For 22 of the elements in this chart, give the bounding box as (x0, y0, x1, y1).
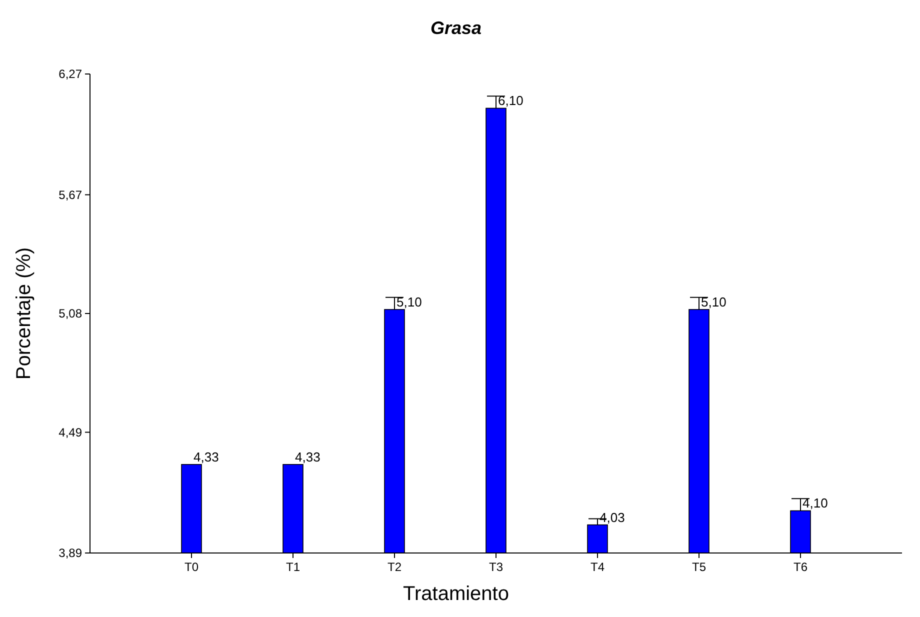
data-label: 6,10 (498, 93, 524, 108)
x-tick-label: T6 (793, 560, 808, 574)
data-label: 4,33 (194, 449, 219, 464)
y-tick-label: 5,08 (58, 306, 82, 321)
y-tick-label: 5,67 (58, 188, 82, 202)
data-label: 4,10 (802, 496, 828, 511)
x-tick-label: T4 (590, 560, 605, 574)
y-tick-label: 4,49 (58, 425, 82, 440)
data-label: 4,33 (295, 449, 320, 464)
chart-title: Grasa (430, 18, 482, 38)
x-tick-label: T3 (488, 560, 504, 574)
data-label: 5,10 (396, 294, 422, 310)
y-axis-title: Porcentaje (%) (13, 247, 35, 380)
data-label: 5,10 (701, 294, 726, 310)
x-axis-title: Tratamiento (403, 583, 509, 605)
x-tick-label: T2 (387, 560, 402, 574)
x-tick-label: T1 (286, 560, 300, 574)
y-tick-label: 6,27 (58, 67, 82, 82)
y-tick-label: 3,89 (58, 546, 82, 560)
x-tick-label: T5 (692, 560, 706, 574)
x-tick-label: T0 (184, 560, 199, 574)
data-label: 4,03 (600, 510, 625, 525)
